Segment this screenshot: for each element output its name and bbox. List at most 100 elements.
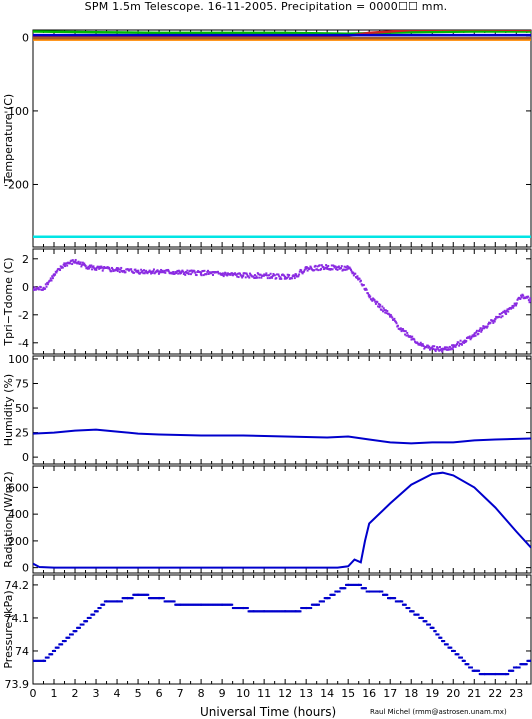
data-point: [248, 276, 251, 279]
data-point: [443, 347, 446, 350]
data-point: [413, 338, 416, 341]
data-point: [167, 268, 170, 271]
data-point: [97, 266, 100, 269]
data-point: [45, 285, 48, 288]
y-axis-label: Pressure (kPa): [2, 590, 15, 668]
data-point: [51, 653, 54, 656]
data-point: [55, 271, 58, 274]
data-point: [79, 261, 82, 264]
data-point: [389, 596, 392, 600]
data-point: [512, 304, 515, 307]
data-point: [441, 350, 444, 353]
data-point: [295, 273, 298, 276]
data-point: [518, 666, 521, 669]
data-point: [473, 333, 476, 336]
data-point: [223, 273, 226, 276]
data-point: [475, 329, 478, 332]
data-point: [87, 265, 90, 268]
data-point: [506, 308, 509, 311]
data-point: [236, 272, 239, 275]
data-point: [272, 272, 275, 275]
data-point: [333, 266, 336, 269]
data-point: [470, 335, 473, 338]
data-point: [386, 593, 389, 596]
data-point: [379, 303, 382, 306]
data-point: [110, 266, 113, 269]
data-point: [146, 272, 149, 275]
credit-text: Raul Michel (rmm@astrosen.unam.mx): [370, 708, 507, 716]
data-point: [515, 666, 518, 669]
data-point: [244, 276, 247, 279]
data-point: [115, 267, 118, 270]
data-point: [89, 616, 92, 619]
y-tick-label: 74.2: [5, 579, 30, 592]
data-point: [454, 345, 457, 348]
data-point: [494, 672, 497, 676]
data-point: [195, 274, 198, 277]
plot-area: [33, 30, 531, 238]
data-point: [346, 583, 350, 587]
data-point: [181, 269, 184, 272]
x-tick-label: 12: [278, 687, 292, 700]
data-point: [401, 328, 404, 331]
data-point: [373, 298, 376, 301]
data-point: [256, 272, 259, 275]
data-point: [342, 268, 345, 271]
data-point: [61, 643, 64, 646]
data-point: [357, 277, 360, 280]
data-point: [293, 277, 296, 280]
data-point: [434, 350, 437, 353]
data-point: [290, 277, 293, 280]
data-point: [440, 348, 443, 351]
data-point: [288, 274, 291, 277]
data-point: [124, 271, 127, 274]
data-point: [199, 271, 203, 274]
data-point: [140, 271, 143, 274]
data-point: [478, 330, 481, 333]
data-point: [184, 273, 187, 276]
data-point: [159, 271, 162, 274]
data-point: [477, 332, 480, 335]
data-point: [253, 277, 256, 280]
data-point: [335, 266, 338, 269]
data-point: [309, 265, 312, 268]
data-point: [253, 274, 256, 277]
data-point: [108, 268, 111, 271]
data-point: [191, 271, 194, 274]
data-point: [148, 269, 151, 272]
data-point: [231, 274, 234, 277]
x-tick-label: 22: [488, 687, 502, 700]
data-point: [61, 266, 64, 269]
data-point: [152, 268, 155, 271]
data-point: [189, 273, 192, 276]
data-point: [56, 269, 59, 272]
data-point: [33, 286, 36, 289]
data-point: [119, 268, 122, 271]
data-point: [432, 626, 435, 629]
data-point: [395, 322, 398, 325]
data-point: [457, 653, 460, 656]
data-point: [428, 623, 431, 626]
x-tick-label: 9: [219, 687, 226, 700]
x-tick-label: 5: [135, 687, 142, 700]
y-tick-label: -2: [18, 309, 29, 322]
data-point: [326, 267, 329, 270]
x-tick-label: 8: [198, 687, 205, 700]
data-point: [224, 272, 227, 275]
data-point: [164, 271, 167, 274]
panel-frame: [32, 29, 532, 248]
data-point: [386, 310, 389, 313]
data-point: [444, 348, 447, 351]
data-point: [68, 262, 71, 265]
data-point: [42, 659, 45, 663]
data-point: [93, 613, 96, 616]
data-point: [365, 288, 368, 291]
data-point: [78, 626, 81, 629]
x-axis-label: Universal Time (hours): [200, 705, 337, 719]
data-point: [57, 646, 60, 649]
data-point: [478, 669, 481, 672]
data-point: [432, 348, 435, 351]
data-point: [86, 266, 89, 269]
data-point: [278, 275, 281, 278]
